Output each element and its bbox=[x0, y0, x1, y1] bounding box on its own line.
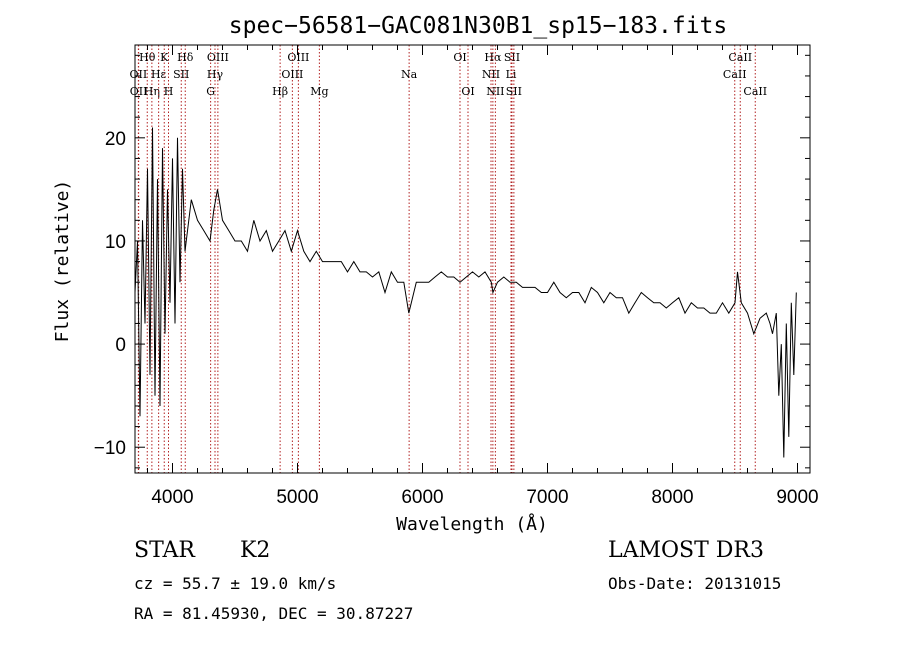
ra-dec: RA = 81.45930, DEC = 30.87227 bbox=[134, 604, 414, 623]
spectrum-series bbox=[134, 127, 797, 458]
y-tick-label: 20 bbox=[105, 129, 126, 150]
line-label: Hγ bbox=[207, 68, 224, 81]
y-tick-label: −10 bbox=[94, 438, 126, 459]
line-label: OIII bbox=[287, 51, 309, 64]
line-label: Mg bbox=[310, 85, 328, 98]
spectrum-line bbox=[134, 127, 797, 458]
line-label: OIII bbox=[281, 68, 303, 81]
line-label: SII bbox=[504, 51, 520, 64]
line-label: CaII bbox=[723, 68, 747, 81]
line-label: OII bbox=[130, 85, 148, 98]
obs-date: Obs-Date: 20131015 bbox=[608, 574, 782, 593]
star-subclass: K2 bbox=[240, 538, 271, 563]
line-label: NII bbox=[486, 85, 504, 98]
line-label: OIII bbox=[207, 51, 229, 64]
line-label: K bbox=[160, 51, 169, 64]
line-label: NII bbox=[482, 68, 500, 81]
x-tick-label: 7000 bbox=[526, 487, 568, 508]
line-label: Hβ bbox=[272, 85, 288, 98]
line-label: Hθ bbox=[139, 51, 156, 64]
line-label: Hδ bbox=[177, 51, 194, 64]
survey-name: LAMOST DR3 bbox=[608, 538, 764, 563]
x-tick-label: 4000 bbox=[151, 487, 193, 508]
axes: 4000 5000 6000 7000 8000 9000 −10 0 10 20 bbox=[94, 45, 819, 508]
x-tick-label: 5000 bbox=[276, 487, 318, 508]
star-class: STAR bbox=[134, 538, 195, 563]
line-label: Hη bbox=[144, 85, 160, 98]
x-tick-label: 6000 bbox=[401, 487, 443, 508]
line-label: OI bbox=[453, 51, 466, 64]
cz-value: cz = 55.7 ± 19.0 km/s bbox=[134, 574, 337, 593]
line-label: OI bbox=[461, 85, 474, 98]
line-label: SII bbox=[173, 68, 189, 81]
line-label: CaII bbox=[728, 51, 752, 64]
line-label: Hα bbox=[484, 51, 502, 64]
line-label: H bbox=[164, 85, 174, 98]
y-axis-label: Flux (relative) bbox=[52, 180, 73, 343]
x-axis-label: Wavelength (Å) bbox=[396, 513, 548, 535]
line-label: Na bbox=[401, 68, 418, 81]
line-label: Hε bbox=[151, 68, 167, 81]
x-tick-label: 8000 bbox=[651, 487, 693, 508]
x-tick-label: 9000 bbox=[776, 487, 818, 508]
line-label: SII bbox=[506, 85, 522, 98]
y-tick-label: 10 bbox=[105, 232, 126, 253]
y-tick-label: 0 bbox=[115, 335, 126, 356]
chart-title: spec−56581−GAC081N30B1_sp15−183.fits bbox=[229, 13, 728, 39]
line-label: G bbox=[206, 85, 215, 98]
plot-frame bbox=[134, 44, 811, 474]
line-label: Li bbox=[506, 68, 517, 81]
line-label: CaII bbox=[743, 85, 767, 98]
